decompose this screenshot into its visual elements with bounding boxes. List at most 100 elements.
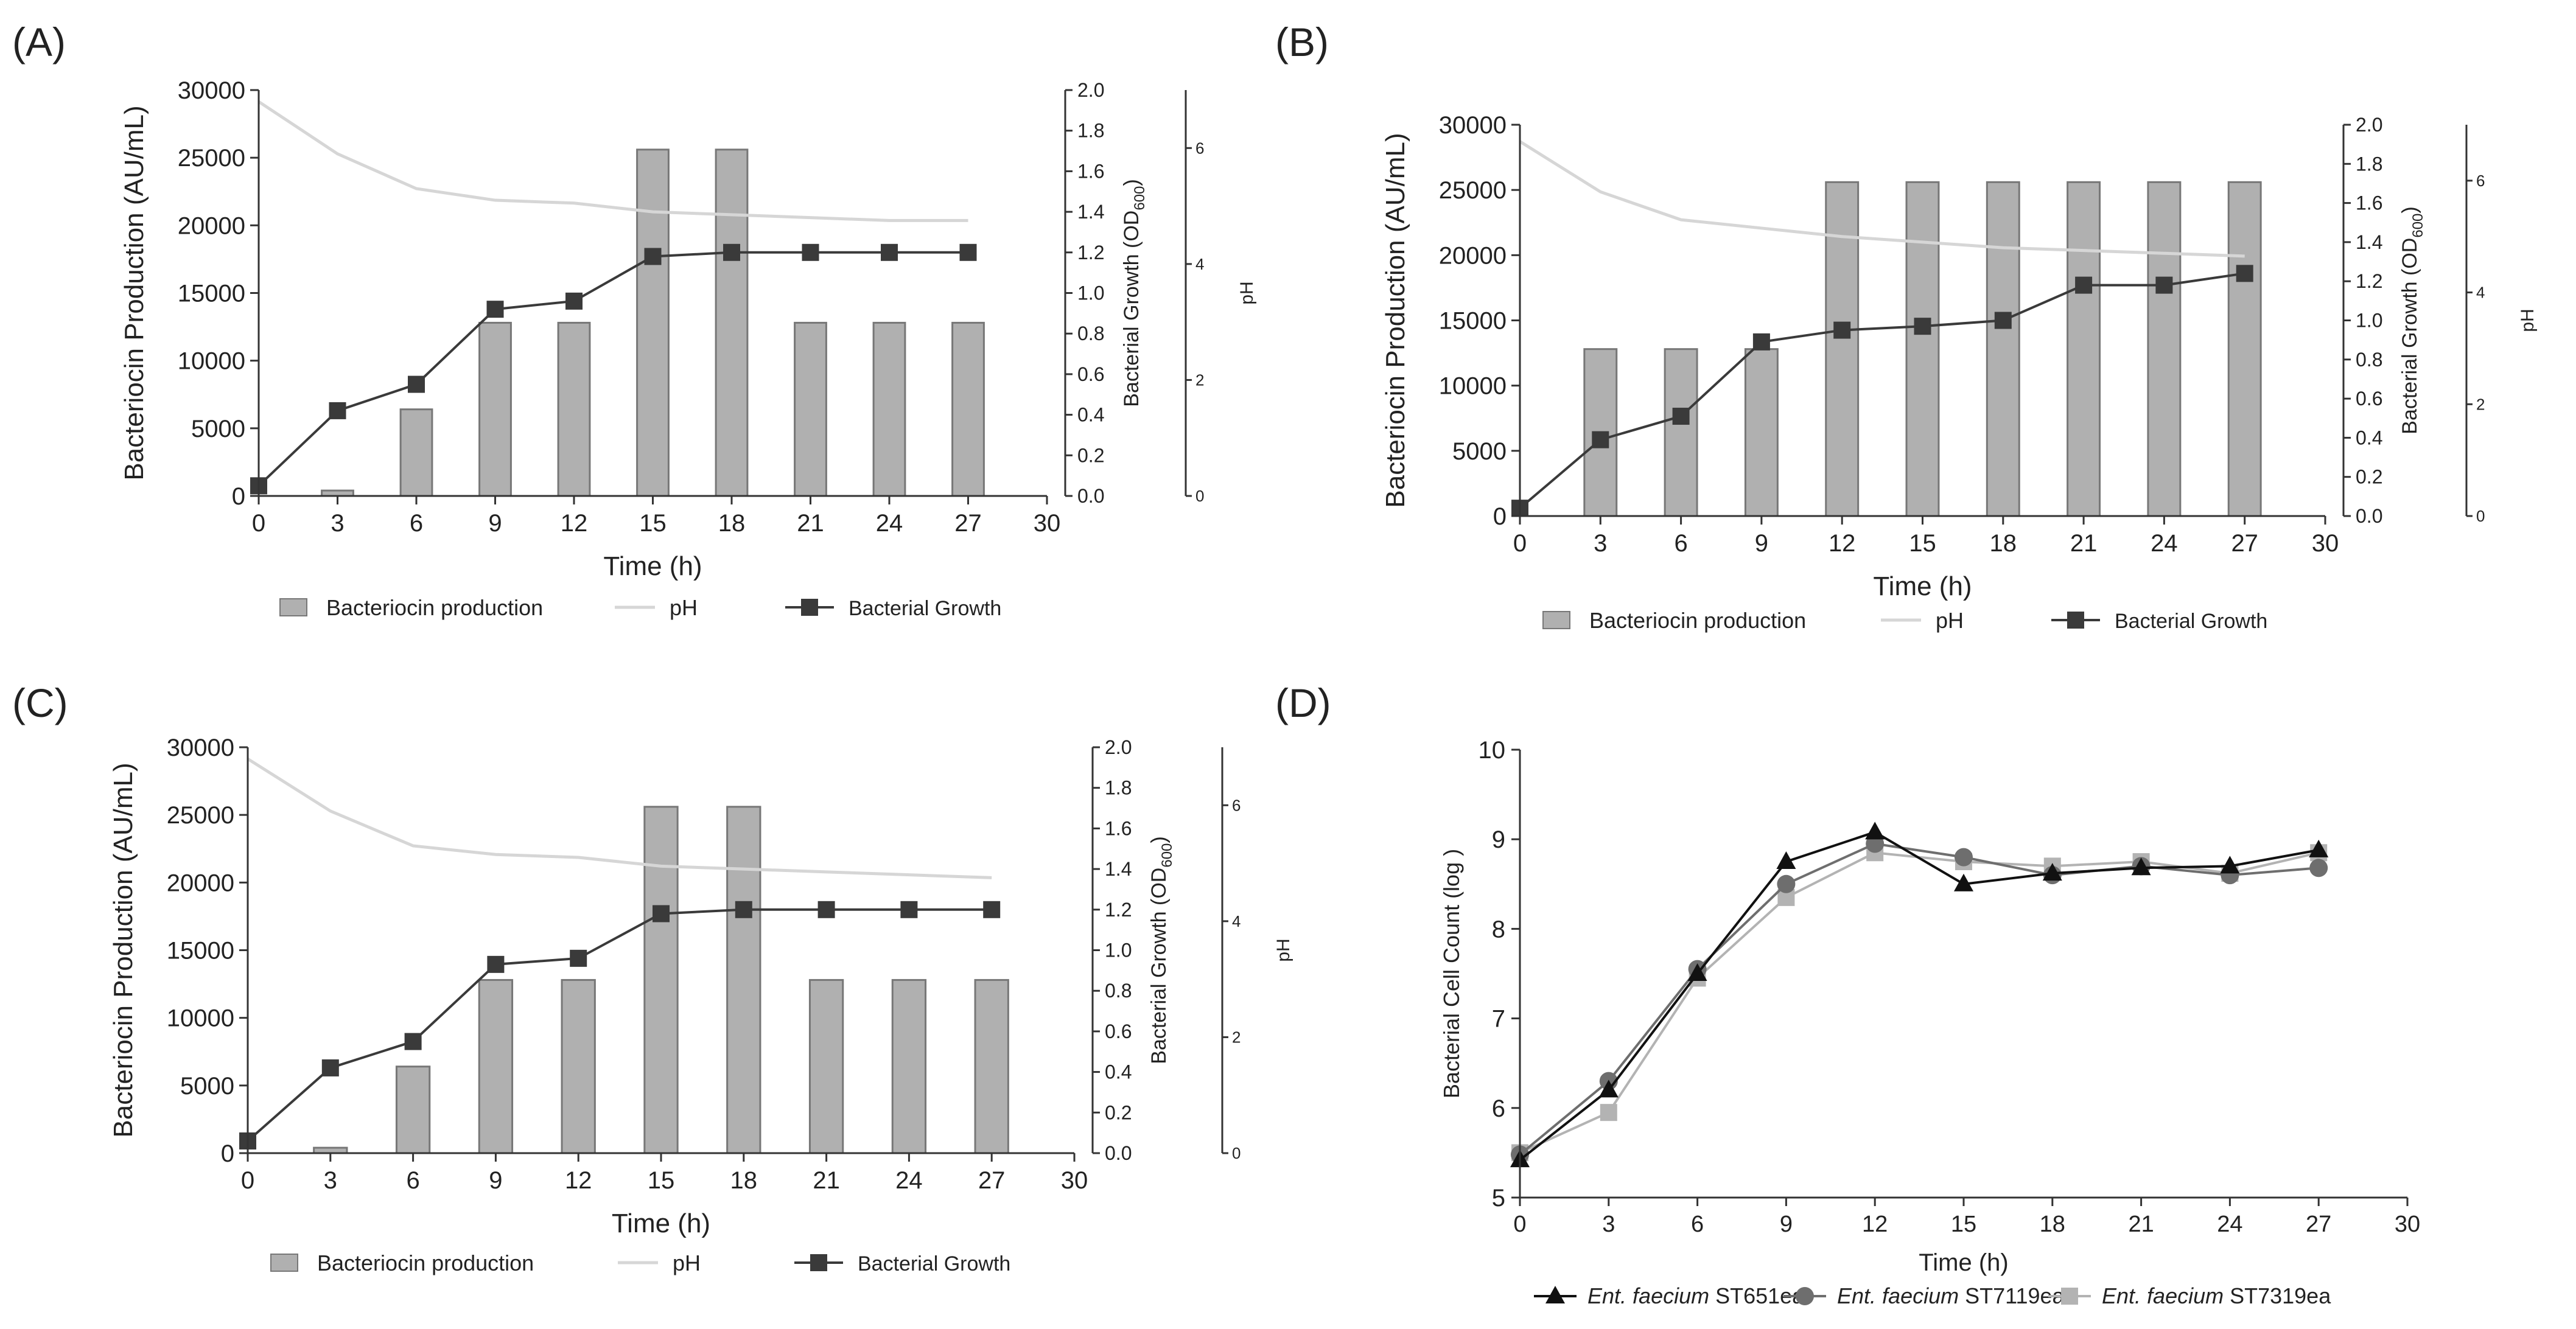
panel-c-x-tick-label: 9: [489, 1167, 502, 1194]
panel-c-x-axis-title: Time (h): [612, 1209, 710, 1238]
panel-c-y2-tick-label: 1.6: [1105, 817, 1132, 839]
panel-c-x-tick-label: 12: [565, 1167, 592, 1194]
panel-c-x-tick-label: 15: [648, 1167, 675, 1194]
panel-a-bar: [399, 408, 433, 497]
panel-b-y-axis-title: Bacteriocin Production (AU/mL): [1381, 133, 1410, 508]
panel-d-y-tick-label: 8: [1492, 916, 1505, 943]
panel-b-growth-point: [1672, 408, 1690, 425]
panel-a-y2-tick-label: 1.6: [1077, 160, 1104, 182]
panel-b-y3-tick-label: 0: [2476, 507, 2485, 525]
panel-d-x-axis-title: Time (h): [1919, 1249, 2008, 1276]
panel-b-bar: [2067, 181, 2101, 517]
panel-a-growth-point: [644, 248, 662, 265]
panel-d-y-tick-label: 7: [1492, 1006, 1505, 1033]
panel-c-y3-tick-label: 4: [1232, 912, 1241, 930]
panel-b-y2-tick-label: 1.4: [2356, 231, 2382, 253]
panel-c-growth-point: [487, 955, 505, 973]
panel-d-legend-swatch-marker-3: [2061, 1288, 2078, 1305]
panel-b-growth-point: [2155, 276, 2173, 294]
panel-a-bar: [478, 321, 512, 497]
panel-b-legend-swatch-bars: [1542, 611, 1570, 629]
panel-label-b: (B): [1275, 19, 1329, 65]
panel-c-y2-axis-title-end: ): [1147, 836, 1171, 843]
panel-d-y-tick-label: 5: [1492, 1185, 1505, 1212]
panel-c-y3-tick-label: 6: [1232, 796, 1241, 814]
panel-d-series-2-point: [2309, 859, 2328, 877]
panel-b-y-tick-label: 25000: [1439, 177, 1507, 204]
panel-b-y-tick-label: 5000: [1452, 438, 1507, 465]
panel-b-growth-point: [2236, 265, 2253, 282]
panel-a-bar: [715, 148, 749, 497]
panel-c-y2-tick-label: 2.0: [1105, 736, 1132, 758]
panel-a-bar: [636, 148, 670, 497]
panel-c-y-tick-label: 15000: [167, 938, 234, 964]
panel-b-y-tick-label: 0: [1493, 503, 1507, 530]
panel-a-x-tick-label: 15: [639, 510, 667, 537]
panel-c-bar: [974, 978, 1009, 1154]
panel-c-x-tick-label: 18: [730, 1167, 758, 1194]
panel-a-y2-tick-label: 1.0: [1077, 282, 1104, 304]
panel-b-bar: [2147, 181, 2182, 517]
panel-c-y-tick-label: 30000: [167, 734, 234, 761]
panel-b-bar: [1825, 181, 1860, 517]
panel-d-legend-label-3: Ent. faecium ST7319ea: [2102, 1283, 2331, 1308]
panel-d-y-tick-label: 10: [1479, 737, 1506, 764]
panel-d-series-3-point: [1600, 1104, 1617, 1121]
panel-a-legend-label-ph: pH: [670, 595, 698, 620]
panel-label-a: (A): [12, 19, 66, 65]
panel-d-legend-swatch-marker-2: [1796, 1287, 1814, 1305]
panel-a-x-tick-label: 24: [876, 510, 903, 537]
panel-d-series-line-2: [1519, 842, 2319, 1156]
panel-d-x-tick-label: 9: [1780, 1212, 1793, 1237]
panel-a-bar: [557, 321, 591, 497]
panel-a-y2-tick-label: 2.0: [1077, 79, 1104, 101]
panel-d-legend-label-2: Ent. faecium ST7119ea: [1837, 1283, 2065, 1308]
panel-c-y2-tick-label: 0.2: [1105, 1101, 1132, 1123]
panel-c-y2-tick-label: 0.6: [1105, 1020, 1132, 1042]
panel-c-bar: [643, 806, 679, 1154]
panel-b-x-tick-label: 9: [1755, 530, 1768, 557]
panel-d-x-tick-label: 12: [1862, 1212, 1888, 1237]
panel-c-y-tick-label: 0: [221, 1140, 234, 1167]
panel-c-y2-tick-label: 1.0: [1105, 940, 1132, 961]
panel-a-x-tick-label: 12: [561, 510, 588, 537]
panel-d-series-2-point: [1955, 848, 1973, 867]
panel-b-y-tick-label: 10000: [1439, 373, 1507, 400]
panel-a-y3-tick-label: 6: [1195, 139, 1204, 157]
panel-b-y3-axis-title: pH: [2518, 309, 2538, 332]
panel-a-y3-axis-title: pH: [1237, 281, 1257, 304]
panel-b-growth-point: [1914, 318, 1931, 335]
panel-c-y2-tick-label: 0.8: [1105, 980, 1132, 1002]
panel-b-chart: 0 3 6 9 12 15 18 21 24 27 300500010000150002000025…: [1381, 112, 2538, 633]
panel-b-growth-point: [1994, 312, 2012, 329]
panel-d-series-line-1: [1519, 831, 2319, 1161]
panel-a-y-tick-label: 10000: [178, 348, 245, 375]
panel-b-x-tick-label: 12: [1829, 530, 1856, 557]
panel-a-legend-label-growth: Bacterial Growth: [849, 597, 1001, 620]
panel-b-legend-label-bars: Bacteriocin production: [1589, 608, 1806, 633]
panel-d-chart: 0 3 6 9 12 15 18 21 24 27 30 5 6 7 8 9 10 Time (h) Bacteri…: [1439, 737, 2420, 1308]
panel-d-x-tick-label: 21: [2128, 1212, 2154, 1237]
panel-b-x-tick-label: 27: [2231, 530, 2258, 557]
panel-b-x-tick-label: 3: [1594, 530, 1607, 557]
panel-c-bar: [478, 978, 514, 1154]
panel-d-series-1-point: [1776, 851, 1796, 869]
panel-c-legend-swatch-bars: [270, 1254, 298, 1272]
panel-b-x-tick-label: 30: [2312, 530, 2339, 557]
panel-c-y-tick-label: 5000: [180, 1073, 234, 1100]
panel-a-y2-tick-label: 0.0: [1077, 485, 1104, 507]
panel-b-y2-tick-label: 1.0: [2356, 310, 2382, 332]
panel-c-y2-tick-label: 1.8: [1105, 777, 1132, 799]
panel-b-y-tick-label: 20000: [1439, 242, 1507, 269]
panel-b-y2-tick-label: 0.6: [2356, 388, 2382, 410]
panel-c-y-tick-label: 25000: [167, 802, 234, 829]
panel-a-y-tick-label: 25000: [178, 145, 245, 172]
panel-d-y-tick-label: 9: [1492, 826, 1505, 853]
panel-a-growth-point: [329, 402, 346, 419]
panel-c-growth-point: [735, 901, 752, 918]
panel-a-y2-tick-label: 1.8: [1077, 120, 1104, 142]
panel-a-y2-tick-label: 1.2: [1077, 242, 1104, 263]
panel-c-chart: 0 3 6 9 12 15 18 21 24 27 300500010000150002000025…: [108, 734, 1293, 1275]
panel-c-y2-axis-title-sub: 600: [1159, 843, 1175, 868]
panel-d-series-1-point: [1865, 821, 1885, 840]
